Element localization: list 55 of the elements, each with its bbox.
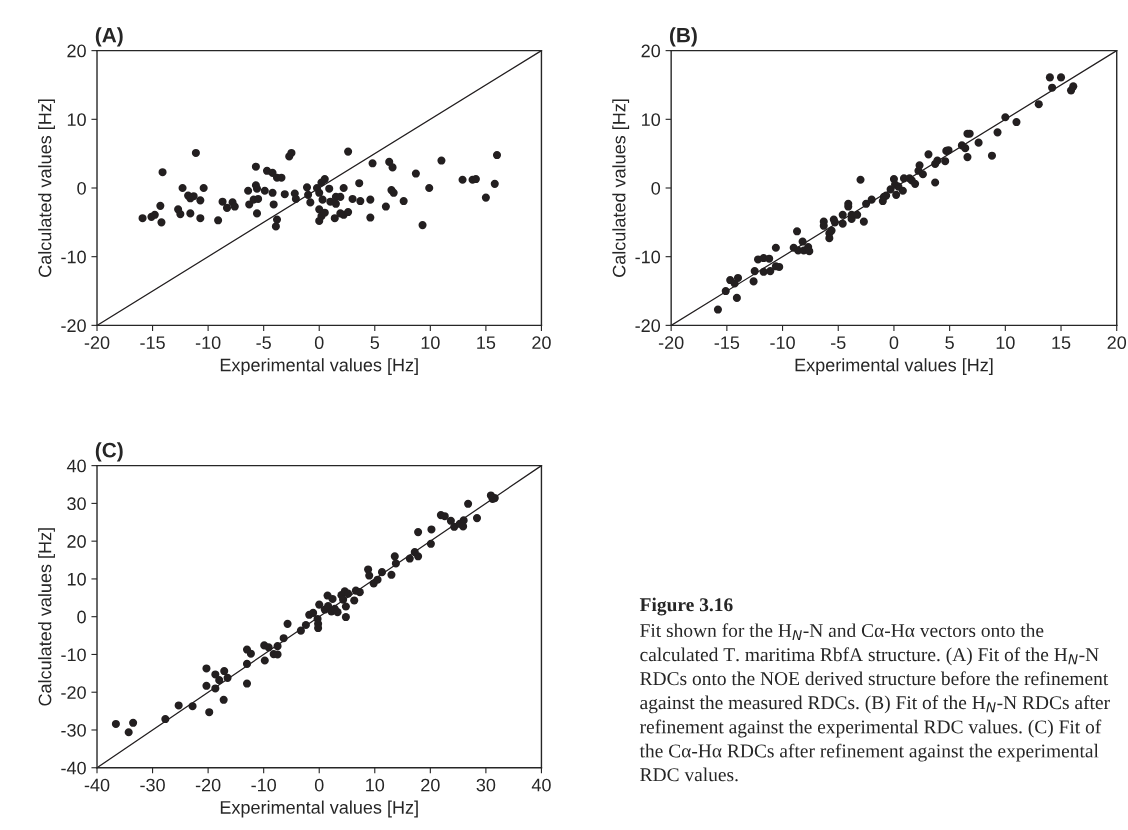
x-tick-label: -15: [140, 336, 165, 350]
x-tick-label: 40: [531, 778, 551, 792]
y-axis-title: Calculated values [Hz]: [38, 99, 55, 277]
y-tick-label: -10: [635, 250, 661, 264]
y-tick-label: -20: [635, 319, 661, 333]
y-tick-label: -30: [61, 723, 86, 737]
y-tick-label: -40: [61, 761, 86, 775]
text: Fit shown for the H$_{N}$-N and Cα-Hα vectors onto the calculated T. maritima RbfA structure. (A) Fit of the H$_{N}$-N RDCs onto the NOE derived structure before the refinement against the measured RDCs. (B) Fit of the H$_{N}$-N RDCs after refinement against the experimental RDC values. (C) Fit of the Cα-Hα RDCs after refinement against the experimental RDC values.: [639, 623, 1110, 782]
x-tick-label: -20: [195, 778, 221, 792]
y-tick-label: 20: [67, 535, 86, 548]
x-tick-label: 5: [945, 336, 954, 350]
x-tick-label: 5: [370, 336, 380, 350]
chart-title: (B): [669, 27, 697, 47]
x-tick-label: 0: [314, 778, 324, 792]
y-tick-label: -10: [61, 250, 86, 264]
y-tick-label: 0: [77, 181, 86, 195]
x-tick-label: -30: [140, 778, 165, 792]
x-tick-label: -10: [770, 336, 795, 350]
x-tick-label: 20: [1107, 336, 1127, 350]
y-axis-title: Calculated values [Hz]: [38, 528, 55, 706]
x-tick-label: -5: [831, 336, 846, 350]
chart-title: (C): [95, 442, 123, 462]
x-tick-label: 20: [421, 778, 440, 792]
x-tick-label: -15: [714, 336, 740, 350]
x-tick-label: 30: [476, 778, 496, 792]
y-tick-label: 0: [77, 610, 86, 624]
x-tick-label: 0: [314, 336, 324, 350]
x-tick-label: -5: [256, 336, 271, 350]
y-tick-label: 30: [67, 497, 86, 511]
x-tick-label: 0: [889, 336, 899, 350]
x-tick-label: -10: [195, 336, 221, 350]
x-tick-label: 15: [477, 336, 496, 350]
y-tick-label: 10: [67, 572, 86, 586]
y-axis-title: Calculated values [Hz]: [612, 99, 630, 277]
x-tick-label: -10: [251, 778, 277, 792]
x-axis-title: Experimental values [Hz]: [795, 358, 993, 375]
x-tick-label: 15: [1052, 336, 1071, 350]
x-tick-label: -20: [658, 336, 684, 350]
x-tick-label: 10: [421, 336, 440, 350]
y-tick-label: 40: [66, 459, 86, 473]
x-tick-label: 20: [532, 336, 551, 350]
x-tick-label: 10: [366, 778, 385, 792]
y-tick-label: 10: [67, 113, 86, 127]
y-tick-label: 20: [67, 44, 86, 58]
y-tick-label: 0: [651, 181, 661, 195]
y-tick-label: -20: [61, 686, 86, 699]
x-axis-title: Experimental values [Hz]: [220, 800, 418, 818]
chart-title: (A): [95, 27, 123, 47]
y-tick-label: -20: [61, 319, 86, 333]
y-tick-label: 10: [642, 113, 661, 127]
y-tick-label: -10: [61, 648, 86, 662]
x-tick-label: 10: [996, 336, 1015, 350]
x-axis-title: Experimental values [Hz]: [220, 358, 418, 375]
text: Figure 3.16: [639, 597, 733, 616]
y-tick-label: 20: [641, 44, 661, 58]
